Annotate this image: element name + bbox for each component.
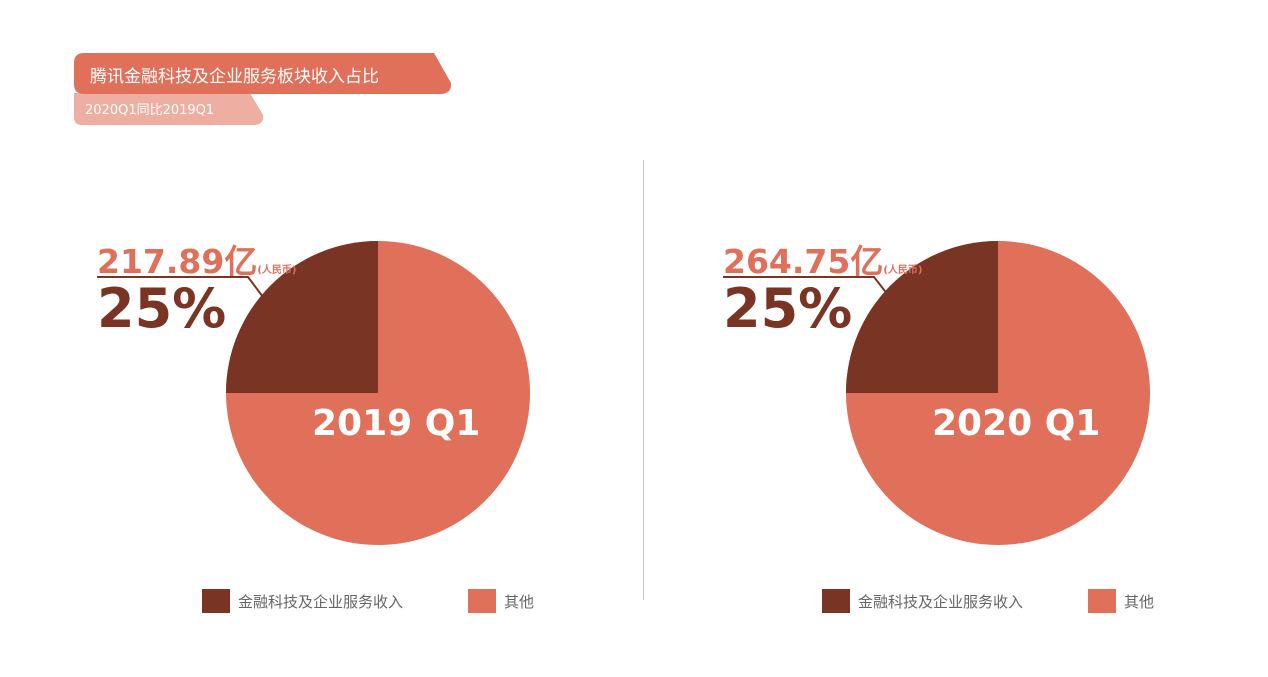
page-title: 腾讯金融科技及企业服务板块收入占比 (90, 67, 379, 87)
legend-item-other: 其他 (1088, 589, 1154, 613)
subtitle: 2020Q1同比2019Q1 (85, 103, 215, 118)
pie-slice-fintech (226, 241, 378, 393)
amount-value: 217.89亿(人民币) (97, 235, 296, 283)
legend-label: 其他 (1124, 592, 1155, 611)
amount-value: 264.75亿(人民币) (723, 235, 922, 283)
amount-number: 264.75亿 (723, 242, 884, 281)
pie-label: 2019 Q1 (312, 403, 481, 444)
title-tag-shape (74, 53, 452, 94)
pie-slice-fintech (846, 241, 998, 393)
leader-line (723, 276, 889, 296)
legend-label: 金融科技及企业服务收入 (858, 592, 1024, 611)
legend-item-other: 其他 (468, 589, 534, 613)
amount-number: 217.89亿 (97, 242, 258, 281)
subtitle-tag-shape (74, 93, 264, 125)
legend-item-fintech: 金融科技及企业服务收入 (202, 589, 403, 613)
chart-panel-2020: 2020 Q1 264.75亿(人民币) 25% 金融科技及企业服务收入 其他 (723, 241, 1154, 613)
legend-swatch-other (1088, 589, 1116, 613)
pie-label: 2020 Q1 (932, 403, 1101, 444)
leader-line (97, 276, 264, 298)
pie-chart-2020 (846, 241, 1150, 545)
panel-divider (643, 160, 644, 600)
legend-swatch-fintech (202, 589, 230, 613)
subtitle-tag: 2020Q1同比2019Q1 (74, 93, 264, 125)
pie-chart-2019 (226, 241, 530, 545)
legend-item-fintech: 金融科技及企业服务收入 (822, 589, 1023, 613)
legend-swatch-other (468, 589, 496, 613)
legend-label: 其他 (504, 592, 535, 611)
amount-unit: (人民币) (257, 265, 297, 276)
percent-value: 25% (97, 277, 227, 340)
legend-swatch-fintech (822, 589, 850, 613)
legend-label: 金融科技及企业服务收入 (238, 592, 404, 611)
amount-unit: (人民币) (883, 265, 923, 276)
title-tag: 腾讯金融科技及企业服务板块收入占比 (74, 53, 452, 94)
percent-value: 25% (723, 277, 853, 340)
chart-panel-2019: 2019 Q1 217.89亿(人民币) 25% 金融科技及企业服务收入 其他 (97, 235, 534, 613)
